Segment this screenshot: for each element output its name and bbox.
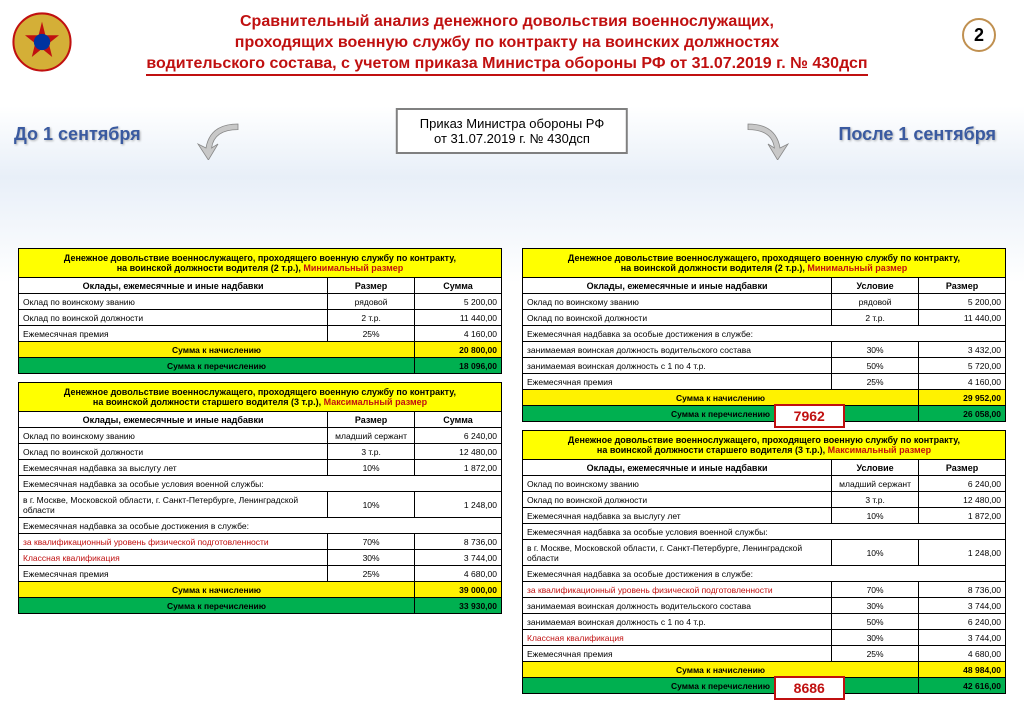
table-row: Ежемесячная премия25%4 680,00 — [19, 566, 502, 582]
table-row: Оклад по воинскому званиюмладший сержант… — [19, 428, 502, 444]
table-row: Ежемесячная премия25%4 160,00 — [523, 374, 1006, 390]
order-reference-box: Приказ Министра обороны РФ от 31.07.2019… — [396, 108, 628, 154]
table-row: Оклад по воинскому званиюрядовой5 200,00 — [19, 294, 502, 310]
after-label: После 1 сентября — [838, 124, 996, 145]
table-row: Ежемесячная надбавка за особые достижени… — [523, 326, 1006, 342]
table-row: Ежемесячная надбавка за особые условия в… — [19, 476, 502, 492]
page-title: Сравнительный анализ денежного довольств… — [0, 0, 1024, 78]
before-label: До 1 сентября — [14, 124, 141, 145]
left-column: Денежное довольствие военнослужащего, пр… — [18, 248, 502, 694]
table-row: занимаемая воинская должность с 1 по 4 т… — [523, 358, 1006, 374]
table-row: в г. Москве, Московской области, г. Санк… — [523, 540, 1006, 566]
table-row: Ежемесячная надбавка за выслугу лет10%1 … — [19, 460, 502, 476]
table-row: Оклад по воинскому званиюрядовой5 200,00 — [523, 294, 1006, 310]
table-row: Ежемесячная надбавка за особые достижени… — [19, 518, 502, 534]
increase-callout: 8686 — [774, 676, 845, 700]
arrow-left-icon — [188, 120, 248, 160]
table-row: в г. Москве, Московской области, г. Санк… — [19, 492, 502, 518]
table-row: Ежемесячная премия25%4 680,00 — [523, 646, 1006, 662]
arrow-right-icon — [738, 120, 798, 160]
table-row: Оклад по воинскому званиюмладший сержант… — [523, 476, 1006, 492]
increase-callout: 7962 — [774, 404, 845, 428]
table-row: Оклад по воинской должности2 т.р.11 440,… — [523, 310, 1006, 326]
table-row: Классная квалификация30%3 744,00 — [19, 550, 502, 566]
table-row: занимаемая воинская должность с 1 по 4 т… — [523, 614, 1006, 630]
table-row: Оклад по воинской должности3 т.р.12 480,… — [523, 492, 1006, 508]
table-right-1: Денежное довольствие военнослужащего, пр… — [522, 248, 1006, 422]
table-right-2: Денежное довольствие военнослужащего, пр… — [522, 430, 1006, 694]
table-left-2: Денежное довольствие военнослужащего, пр… — [18, 382, 502, 614]
right-column: Денежное довольствие военнослужащего, пр… — [522, 248, 1006, 694]
table-row: Ежемесячная надбавка за выслугу лет10%1 … — [523, 508, 1006, 524]
table-row: Оклад по воинской должности2 т.р.11 440,… — [19, 310, 502, 326]
table-row: Оклад по воинской должности3 т.р.12 480,… — [19, 444, 502, 460]
table-row: за квалификационный уровень физической п… — [523, 582, 1006, 598]
table-row: занимаемая воинская должность водительск… — [523, 342, 1006, 358]
table-row: Ежемесячная надбавка за особые достижени… — [523, 566, 1006, 582]
table-row: Классная квалификация30%3 744,00 — [523, 630, 1006, 646]
table-row: Ежемесячная надбавка за особые условия в… — [523, 524, 1006, 540]
table-row: занимаемая воинская должность водительск… — [523, 598, 1006, 614]
table-row: за квалификационный уровень физической п… — [19, 534, 502, 550]
page-number: 2 — [962, 18, 996, 52]
table-row: Ежемесячная премия25%4 160,00 — [19, 326, 502, 342]
emblem-icon — [8, 8, 76, 76]
table-left-1: Денежное довольствие военнослужащего, пр… — [18, 248, 502, 374]
